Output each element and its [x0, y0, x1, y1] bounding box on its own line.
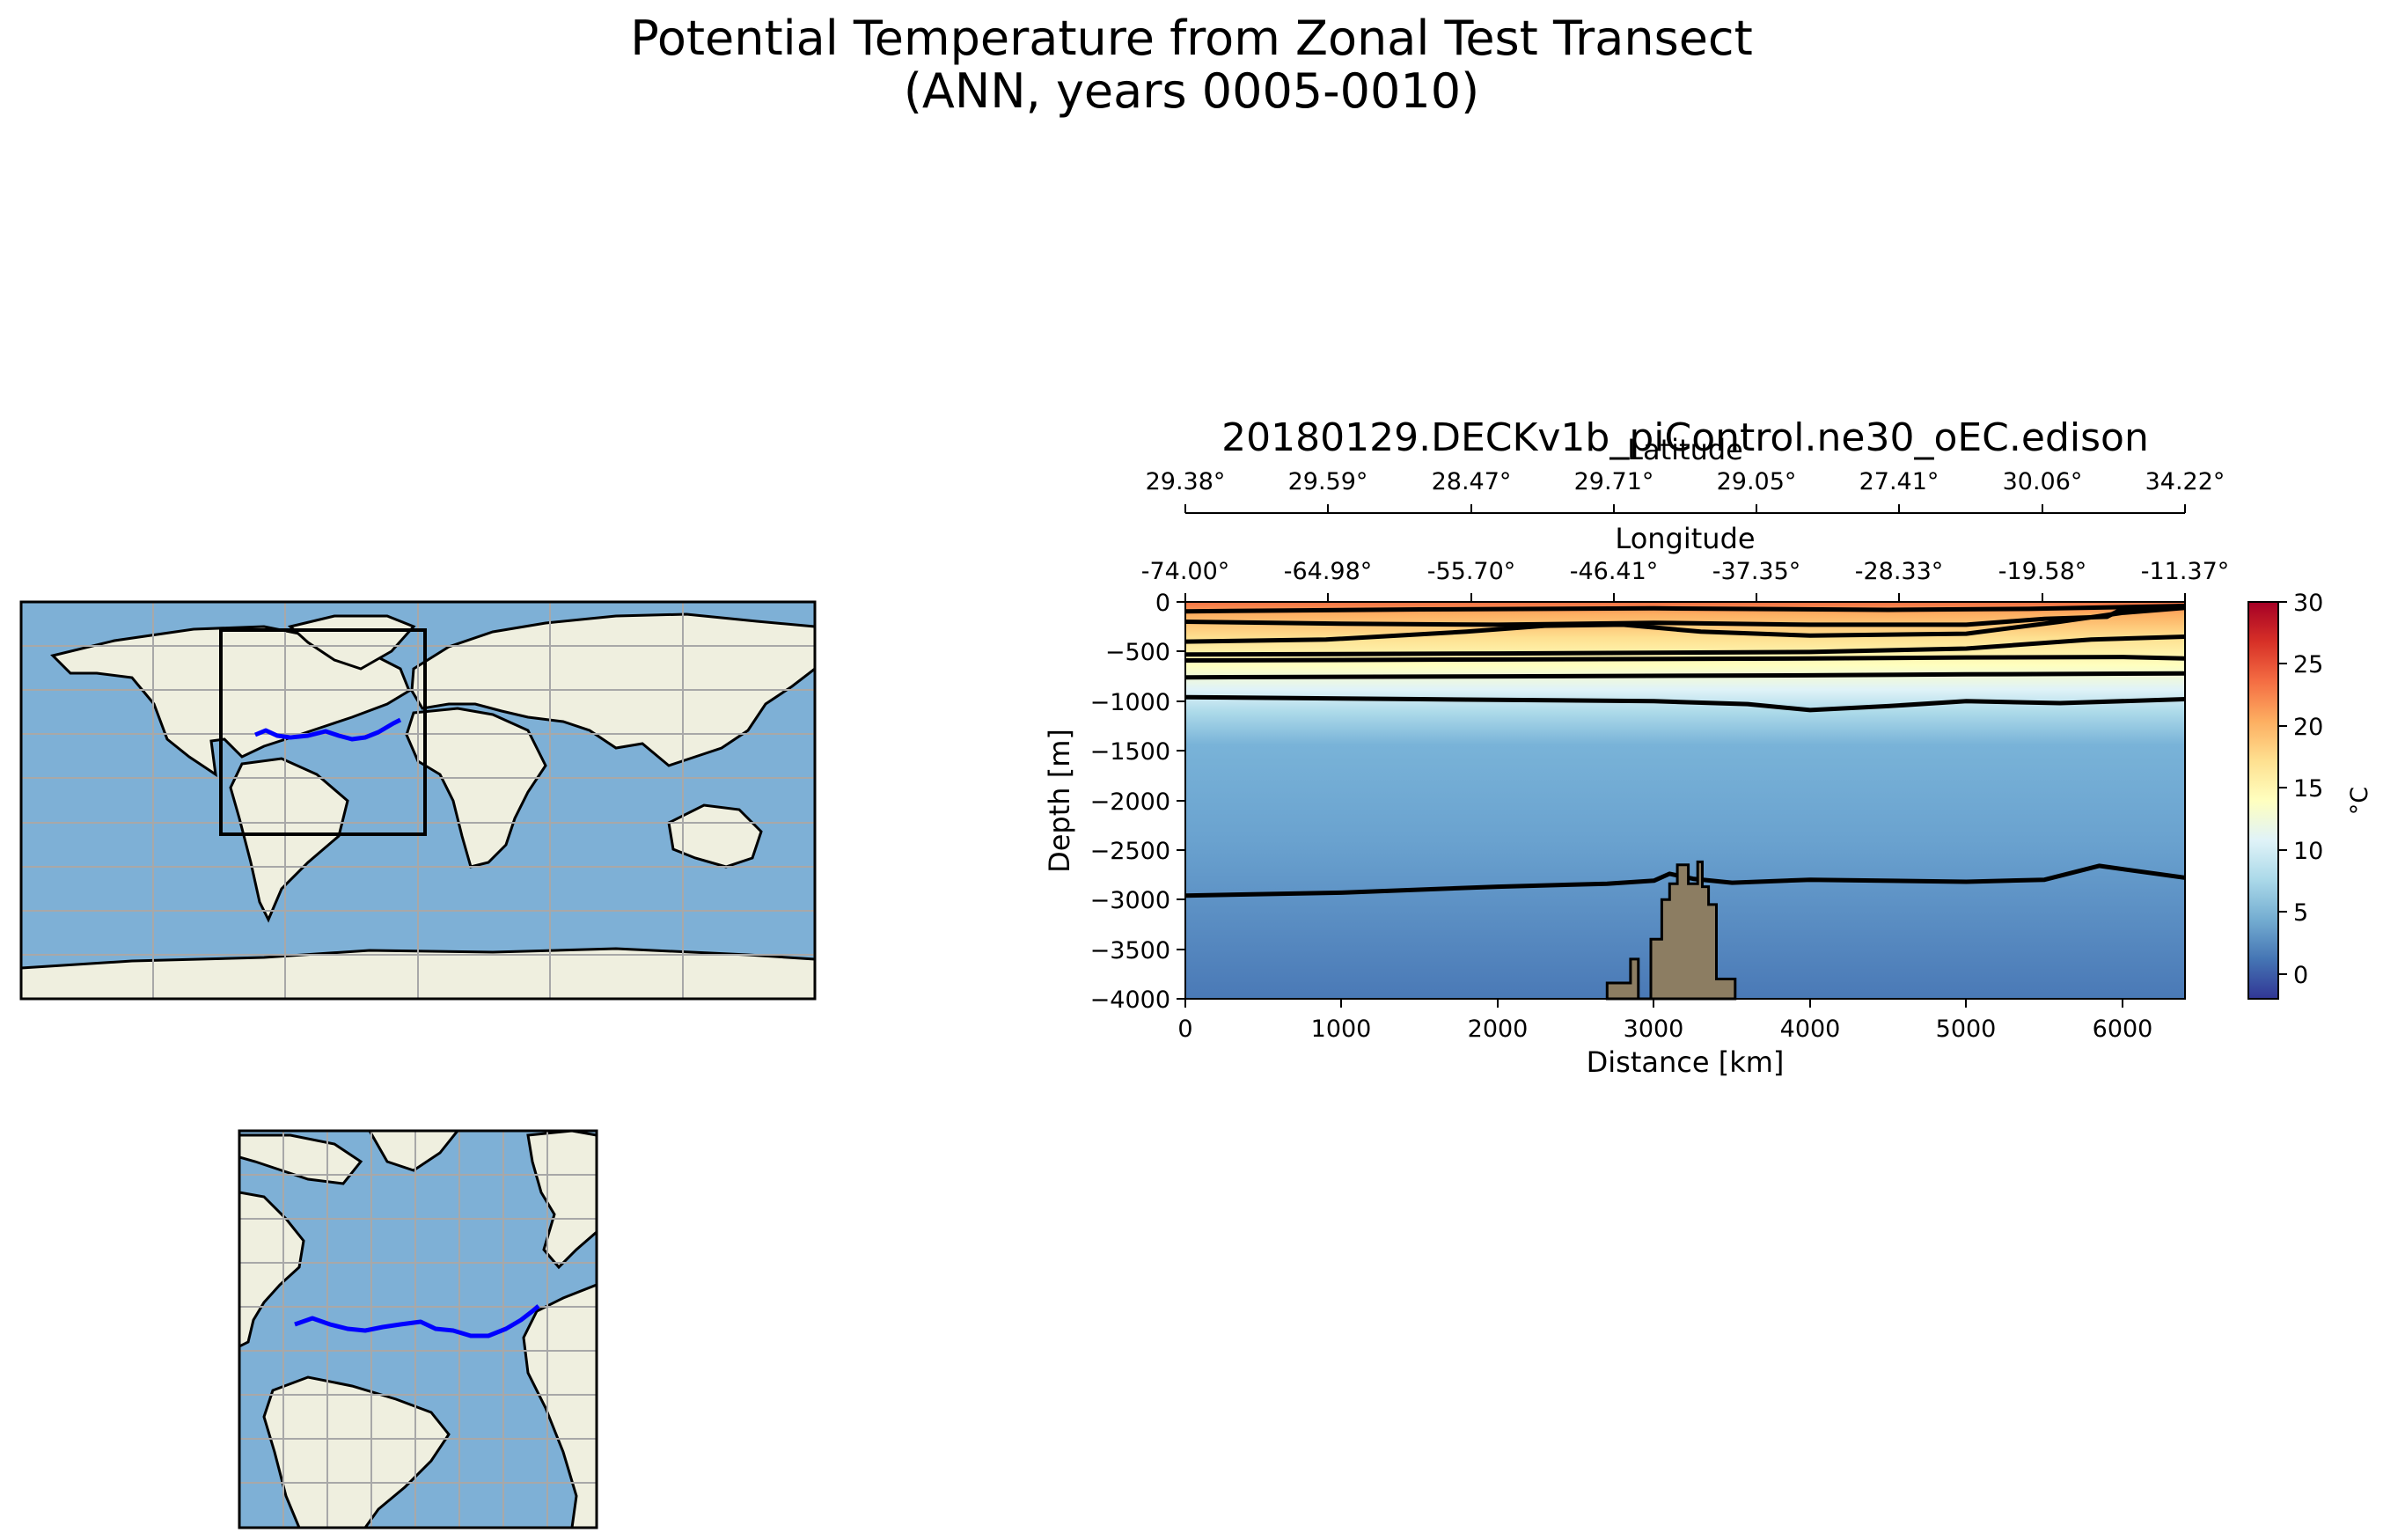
figure-title-line2: (ANN, years 0005-0010): [903, 63, 1480, 119]
latitude-tick-label: 28.47°: [1432, 468, 1512, 495]
y-tick-label: −1500: [1090, 738, 1170, 766]
land-australia: [667, 803, 763, 869]
latitude-tick-label: 29.59°: [1288, 468, 1368, 495]
figure-title-line1: Potential Temperature from Zonal Test Tr…: [630, 11, 1753, 66]
y-tick-label: −1000: [1090, 689, 1170, 716]
colorbar-tick-label: 15: [2293, 775, 2323, 803]
longitude-tick-label: -46.41°: [1570, 558, 1659, 585]
longitude-axis-label: Longitude: [1615, 522, 1755, 555]
colorbar-gradient: [2247, 601, 2279, 1000]
land-africa: [405, 707, 547, 869]
bathymetry-seafloor: [1605, 860, 1737, 1001]
x-axis-label: Distance [km]: [1587, 1045, 1785, 1079]
inset-map-land: [239, 1131, 597, 1528]
colorbar-tick-label: 30: [2293, 590, 2323, 617]
temperature-contour-c6: [1185, 671, 2185, 680]
x-tick-label: 5000: [1936, 1016, 1997, 1043]
inset-land-europe: [526, 1131, 597, 1270]
longitude-tick-label: -37.35°: [1712, 558, 1801, 585]
inset-extent-box: [219, 628, 427, 836]
longitude-tick-label: -64.98°: [1284, 558, 1373, 585]
latitude-axis: 29.38° 29.59° 28.47° 29.71° 29.05° 27.41…: [1146, 433, 2225, 514]
x-tick-label: 4000: [1780, 1016, 1841, 1043]
longitude-tick-label: -28.33°: [1855, 558, 1944, 585]
y-axis: 0 −500 −1000 −1500 −2000 −2500 −3000 −35…: [1043, 590, 1185, 1014]
temperature-contour-c5: [1185, 655, 2185, 663]
x-tick-label: 3000: [1624, 1016, 1684, 1043]
longitude-axis: -74.00° -64.98° -55.70° -46.41° -37.35° …: [1141, 522, 2230, 602]
latitude-axis-label: Latitude: [1627, 433, 1743, 466]
x-axis: 0 1000 2000 3000 4000 5000 6000 Distance…: [1177, 999, 2152, 1079]
world-map: [19, 600, 817, 1001]
colorbar-tick-label: 0: [2293, 962, 2308, 989]
longitude-tick-label: -19.58°: [1998, 558, 2087, 585]
y-tick-label: −500: [1105, 639, 1170, 666]
latitude-tick-label: 34.22°: [2145, 468, 2225, 495]
world-map-frame: [19, 600, 817, 1001]
y-tick-label: −4000: [1090, 986, 1170, 1014]
x-tick-label: 2000: [1468, 1016, 1529, 1043]
latitude-tick-label: 27.41°: [1859, 468, 1939, 495]
land-south-america: [229, 757, 349, 923]
inset-land-africa: [522, 1283, 597, 1528]
inset-map: [238, 1129, 598, 1529]
temperature-contour-c4: [1185, 634, 2185, 657]
y-tick-label: −3000: [1090, 887, 1170, 914]
x-tick-label: 6000: [2093, 1016, 2153, 1043]
y-tick-label: −2000: [1090, 788, 1170, 816]
x-tick-label: 0: [1177, 1016, 1192, 1043]
colorbar-tick-label: 10: [2293, 838, 2323, 865]
longitude-tick-label: -11.37°: [2141, 558, 2230, 585]
colorbar: 0 5 10 15 20 25 30 °C: [2247, 590, 2373, 1000]
longitude-tick-label: -74.00°: [1141, 558, 1230, 585]
y-tick-label: −2500: [1090, 838, 1170, 865]
inset-land-north-america: [239, 1191, 305, 1348]
temperature-contour-c8: [1185, 863, 2185, 898]
latitude-tick-label: 29.71°: [1574, 468, 1654, 495]
longitude-tick-label: -55.70°: [1427, 558, 1516, 585]
section-title: 20180129.DECKv1b_piControl.ne30_oEC.edis…: [1221, 415, 2149, 460]
inset-map-transect-line: [294, 1304, 540, 1338]
temperature-contour-c1: [1185, 604, 2185, 614]
inset-land-greenland: [368, 1131, 459, 1172]
y-axis-label: Depth [m]: [1043, 729, 1076, 873]
colorbar-tick-label: 20: [2293, 714, 2323, 741]
inset-land-south-america: [262, 1375, 451, 1528]
x-tick-label: 1000: [1311, 1016, 1372, 1043]
colorbar-label: °C: [2346, 787, 2373, 815]
temperature-contour-c3: [1185, 605, 2185, 644]
inset-land-labrador: [239, 1133, 363, 1185]
latitude-tick-label: 29.05°: [1717, 468, 1797, 495]
section-plot: 20180129.DECKv1b_piControl.ne30_oEC.edis…: [1043, 415, 2229, 1079]
latitude-tick-label: 29.38°: [1146, 468, 1226, 495]
colorbar-tick-label: 25: [2293, 651, 2323, 678]
contour-layer: [1185, 604, 2185, 898]
latitude-tick-label: 30.06°: [2003, 468, 2083, 495]
temperature-contour-c7: [1185, 694, 2185, 713]
world-map-transect-line: [254, 717, 402, 742]
y-tick-label: 0: [1155, 590, 1170, 617]
colorbar-tick-label: 5: [2293, 899, 2308, 927]
inset-map-frame: [238, 1129, 598, 1529]
y-tick-label: −3500: [1090, 937, 1170, 964]
world-map-gridlines: [21, 602, 815, 999]
